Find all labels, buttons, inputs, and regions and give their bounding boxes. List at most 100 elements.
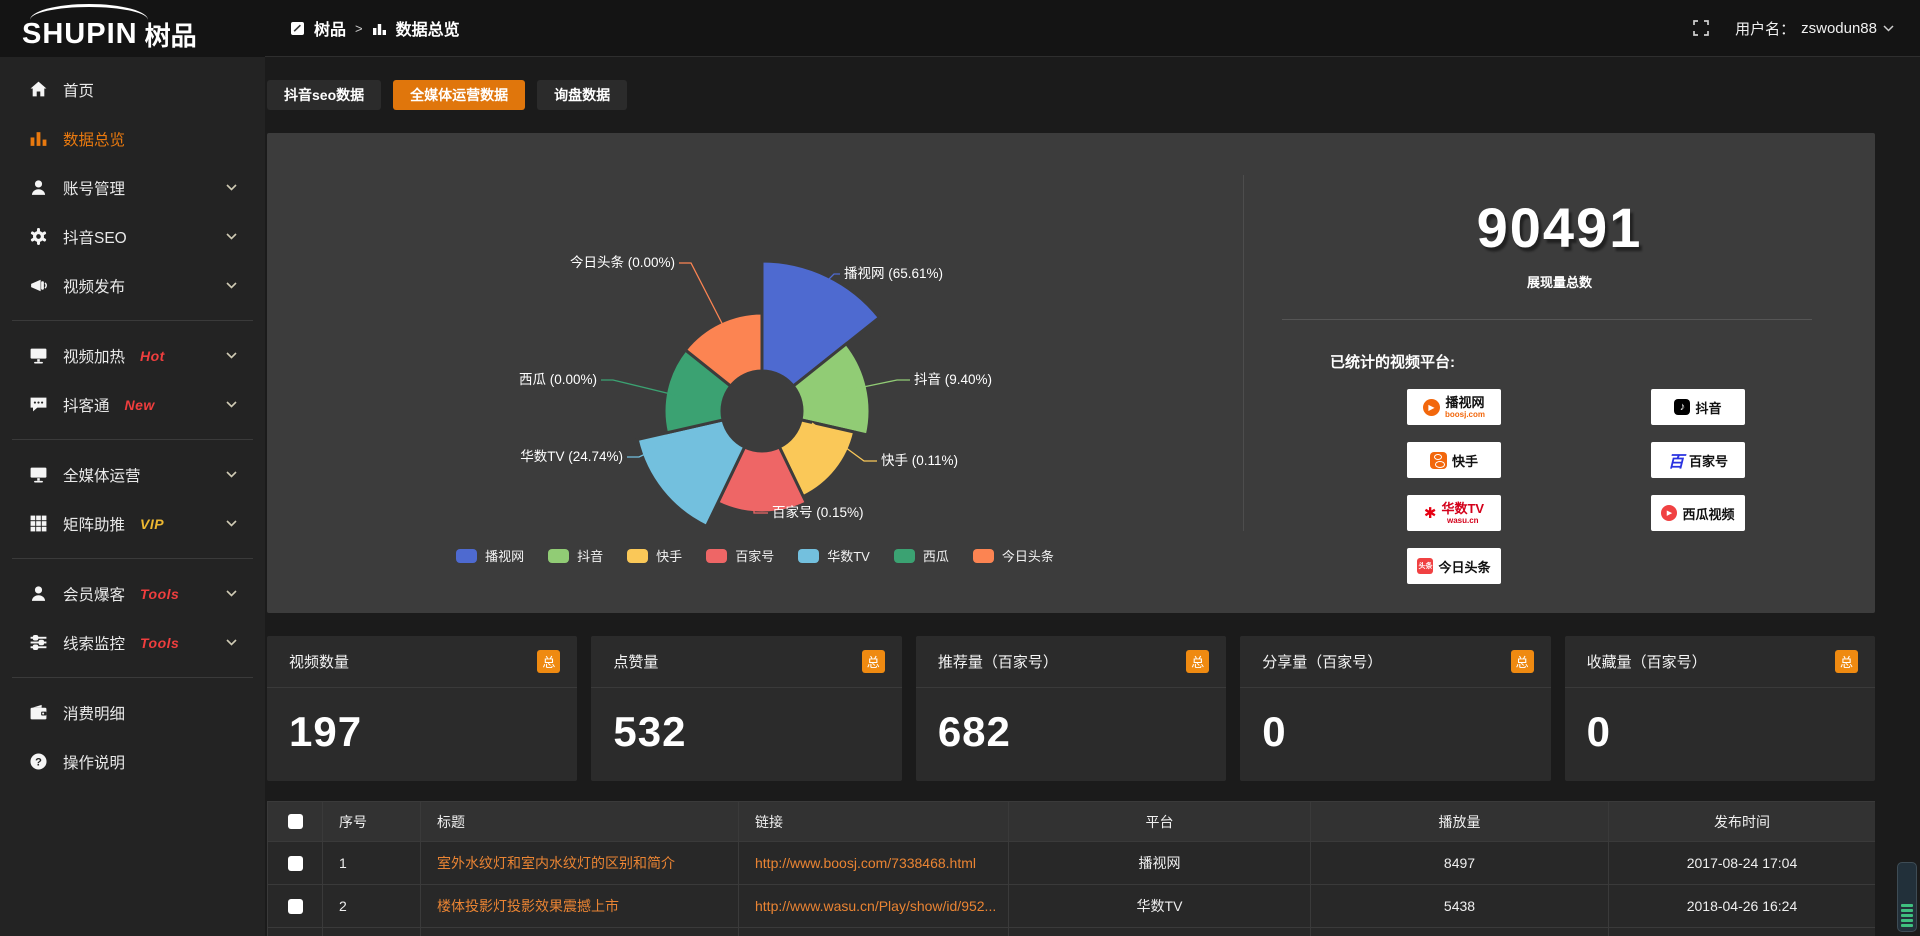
card-title: 收藏量（百家号） <box>1586 654 1707 671</box>
legend-item[interactable]: 今日头条 <box>972 546 1054 565</box>
select-all-checkbox[interactable] <box>287 814 303 829</box>
chevron-down-icon <box>226 352 237 359</box>
cell-title[interactable]: 楼体投影灯投影效果震撼上市 <box>420 884 739 928</box>
sidebar-item-member-burst[interactable]: 会员爆客 Tools <box>0 569 265 618</box>
main-area: 树品 > 数据总览 用户名： zswodun88 抖音seo数据 全媒体运营数据… <box>265 0 1920 936</box>
sidebar-item-video-publish[interactable]: 视频发布 <box>0 261 265 310</box>
xigua-play-icon: ▶ <box>1661 505 1678 521</box>
card-title: 分享量（百家号） <box>1262 654 1383 671</box>
col-platform: 平台 <box>1008 801 1311 842</box>
sidebar-item-label: 全媒体运营 <box>63 467 141 485</box>
platform-badge-kuaishou[interactable]: 快手 <box>1407 442 1501 478</box>
sidebar-divider <box>12 439 253 440</box>
sidebar-item-label: 账号管理 <box>63 180 126 198</box>
platform-badge-toutiao[interactable]: 头条 今日头条 <box>1407 548 1501 584</box>
total-badge[interactable]: 总 <box>537 650 561 673</box>
row-checkbox[interactable] <box>287 855 303 871</box>
pie-label-connector <box>822 273 840 286</box>
legend-item[interactable]: 百家号 <box>706 546 774 565</box>
sidebar-item-label: 矩阵助推 <box>63 516 126 534</box>
pie-slice-1[interactable] <box>791 341 872 437</box>
bar-chart-icon <box>30 132 47 146</box>
douyin-note-icon: ♪ <box>1674 399 1691 415</box>
pie-label: 今日头条 (0.00%) <box>570 254 675 270</box>
cell-title[interactable]: 室外水纹灯和室内水纹灯的区别和简介 <box>420 841 739 885</box>
chevron-down-icon <box>226 233 237 240</box>
platforms-title: 已统计的视频平台: <box>1330 354 1455 371</box>
tab-inquiry[interactable]: 询盘数据 <box>537 80 628 110</box>
legend-label: 抖音 <box>577 549 604 564</box>
card-value: 0 <box>1262 708 1287 755</box>
sidebar-item-video-heat[interactable]: 视频加热 Hot <box>0 331 265 380</box>
chevron-down-icon <box>226 401 237 408</box>
total-badge[interactable]: 总 <box>1186 650 1210 673</box>
chevron-down-icon <box>226 282 237 289</box>
overview-panel: 90491 展现量总数 已统计的视频平台: ▶ 播视网 boosj.com ♪ 抖… <box>1244 133 1875 613</box>
sidebar-item-account[interactable]: 账号管理 <box>0 163 265 212</box>
platform-badge-baijiahao[interactable]: 百 百家号 <box>1651 442 1745 478</box>
col-link: 链接 <box>738 801 1009 842</box>
stat-card-shares: 分享量（百家号） 总 0 <box>1240 636 1551 781</box>
sidebar-item-help[interactable]: ? 操作说明 <box>0 737 265 786</box>
tab-douyin-seo[interactable]: 抖音seo数据 <box>267 80 382 110</box>
fullscreen-icon[interactable] <box>1693 20 1709 36</box>
sidebar-nav: 首页 数据总览 账号管理 抖音SEO 视频发布 <box>0 57 265 786</box>
pie-label-connector <box>627 438 678 458</box>
pie-label: 抖音 (9.40%) <box>914 371 992 387</box>
breadcrumb-home[interactable]: 树品 <box>314 22 347 39</box>
pie-slice-0[interactable] <box>760 259 882 389</box>
sidebar-item-matrix-boost[interactable]: 矩阵助推 VIP <box>0 499 265 548</box>
cell-link[interactable]: http://www.boosj.com/7338468.html <box>738 841 1009 885</box>
row-checkbox[interactable] <box>287 898 303 914</box>
legend-item[interactable]: 抖音 <box>548 546 603 565</box>
cell-no: 1 <box>322 841 421 885</box>
user-menu[interactable]: 用户名： zswodun88 <box>1735 18 1894 39</box>
sidebar-item-lead-monitor[interactable]: 线索监控 Tools <box>0 618 265 667</box>
sidebar-item-douketong[interactable]: 抖客通 New <box>0 380 265 429</box>
sidebar-item-label: 消费明细 <box>63 705 126 723</box>
card-title: 点赞量 <box>613 654 659 671</box>
platform-badge-douyin[interactable]: ♪ 抖音 <box>1651 389 1745 425</box>
cell-platform: 播视网 <box>1008 841 1311 885</box>
sidebar-item-data-overview[interactable]: 数据总览 <box>0 114 265 163</box>
tab-omnimedia[interactable]: 全媒体运营数据 <box>393 80 526 110</box>
sidebar-item-home[interactable]: 首页 <box>0 65 265 114</box>
card-value: 682 <box>937 708 1011 755</box>
platform-name: 华数TV <box>1441 500 1485 516</box>
breadcrumb-current[interactable]: 数据总览 <box>395 22 460 39</box>
platform-badge-xigua[interactable]: ▶ 西瓜视频 <box>1651 495 1745 531</box>
user-zone: 用户名： zswodun88 <box>1693 18 1894 39</box>
sidebar-item-spend-detail[interactable]: 消费明细 <box>0 688 265 737</box>
platform-badge-boosj[interactable]: ▶ 播视网 boosj.com <box>1407 389 1501 425</box>
card-value: 0 <box>1586 708 1611 755</box>
sidebar-item-label: 抖音SEO <box>63 229 127 247</box>
legend-item[interactable]: 播视网 <box>456 546 524 565</box>
col-no: 序号 <box>322 801 421 842</box>
sidebar-item-omnimedia[interactable]: 全媒体运营 <box>0 450 265 499</box>
cell-link[interactable]: http://www.wasu.cn/Play/show/id/952... <box>738 884 1009 928</box>
pie-slice-6[interactable] <box>683 311 764 389</box>
pie-slice-2[interactable] <box>777 418 857 499</box>
platform-name: 西瓜视频 <box>1682 506 1735 522</box>
pie-slice-3[interactable] <box>715 444 809 515</box>
pie-slice-4[interactable] <box>635 418 747 529</box>
legend-item[interactable]: 西瓜 <box>893 546 949 565</box>
col-time: 发布时间 <box>1608 801 1875 842</box>
legend-item[interactable]: 华数TV <box>798 546 870 565</box>
brand-logo[interactable]: SHUPIN 树品 <box>0 0 265 57</box>
total-badge[interactable]: 总 <box>861 650 885 673</box>
vip-badge: VIP <box>140 515 165 532</box>
legend-item[interactable]: 快手 <box>627 546 682 565</box>
platform-badge-wasu[interactable]: ✱ 华数TV wasu.cn <box>1407 495 1501 531</box>
total-badge[interactable]: 总 <box>1510 650 1534 673</box>
total-badge[interactable]: 总 <box>1835 650 1859 673</box>
monitor-icon <box>30 348 47 364</box>
chevron-down-icon <box>226 471 237 478</box>
sidebar-item-douyin-seo[interactable]: 抖音SEO <box>0 212 265 261</box>
pie-slice-5[interactable] <box>662 347 733 435</box>
platforms-grid: ▶ 播视网 boosj.com ♪ 抖音 快手 百 <box>1407 389 1745 584</box>
user-icon <box>31 180 46 195</box>
panel-vertical-divider <box>1243 175 1244 531</box>
scroll-widget[interactable] <box>1897 862 1917 932</box>
